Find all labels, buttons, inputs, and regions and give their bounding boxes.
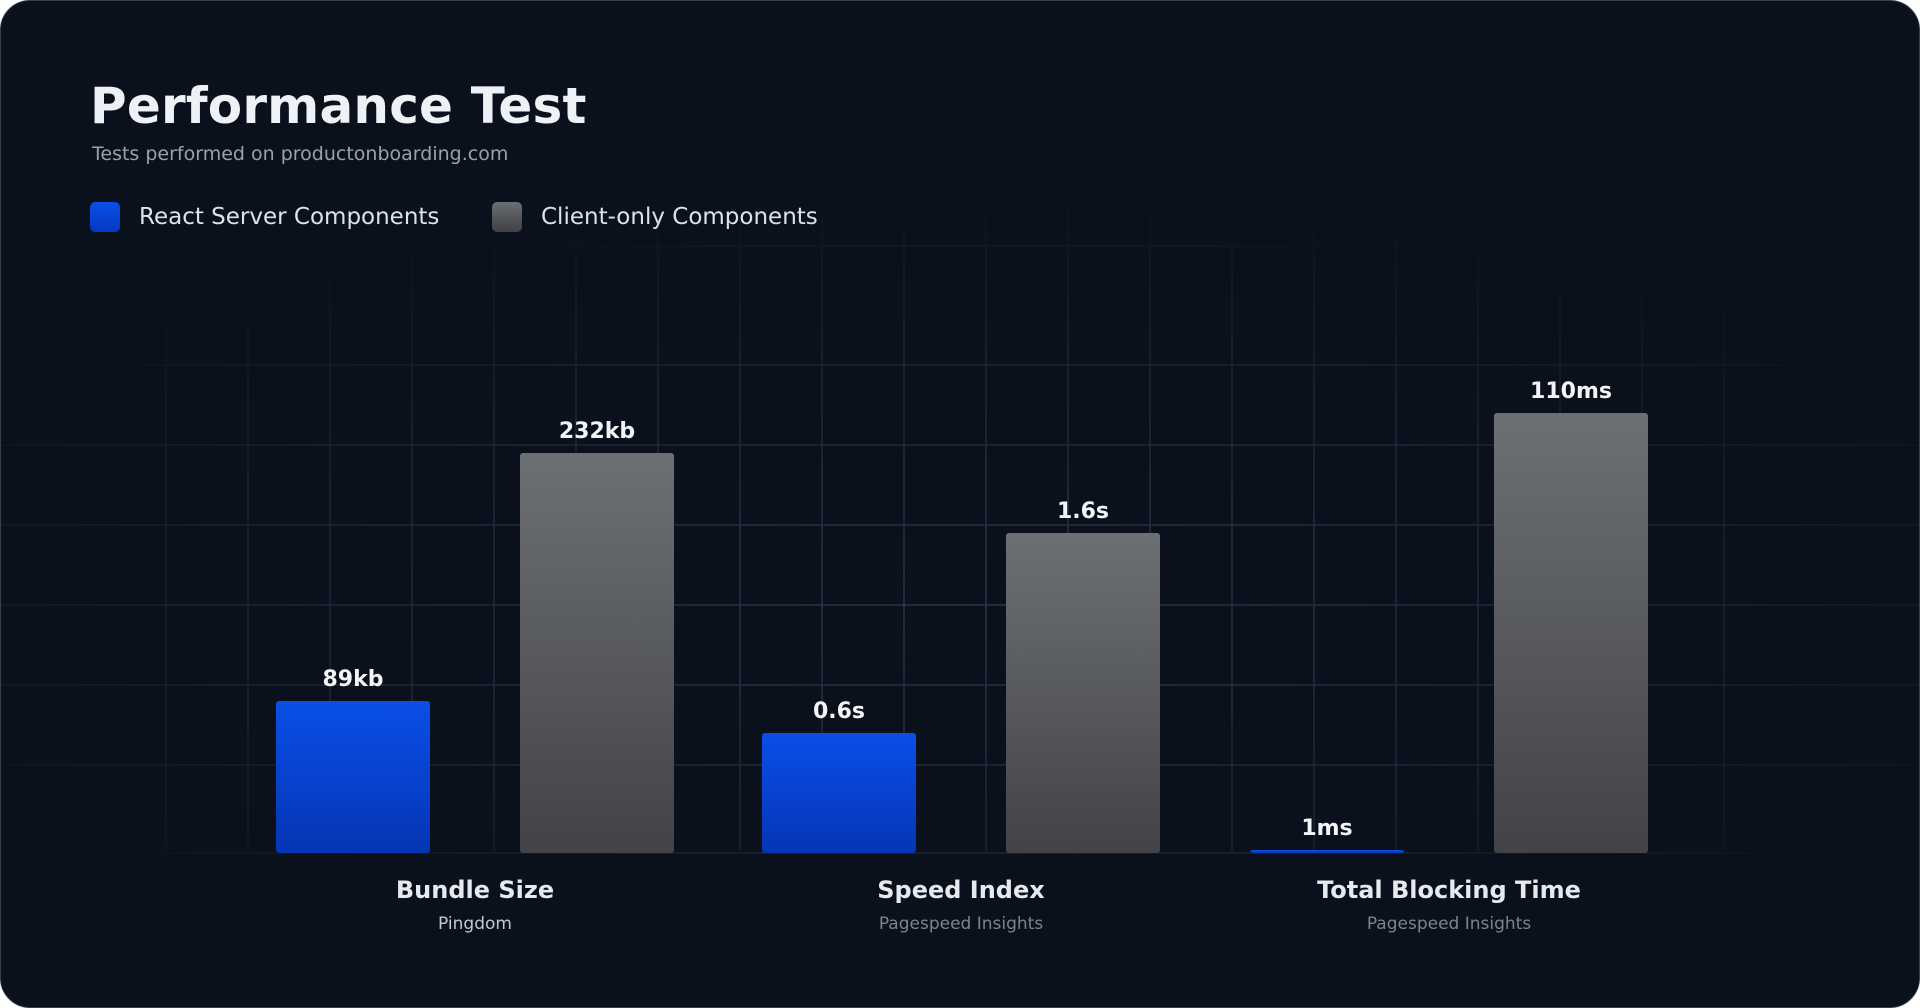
data-label: 1ms	[1301, 816, 1352, 841]
legend-label: Client-only Components	[541, 204, 818, 230]
legend-item-react-server: React Server Components	[90, 201, 439, 233]
data-label: 1.6s	[1057, 499, 1109, 524]
chart-bars	[276, 413, 1648, 853]
bar-client-only	[1006, 533, 1160, 853]
bar-react-server	[762, 733, 916, 853]
data-label: 89kb	[323, 667, 384, 692]
chart-subtitle: Tests performed on productonboarding.com	[92, 143, 509, 165]
legend-swatch-blue	[90, 202, 120, 232]
chart-labels: 89kb 232kb Bundle Size Pingdom 0.6s 1.6s Speed…	[323, 379, 1612, 934]
bar-react-server	[276, 701, 430, 853]
bar-react-server	[1250, 850, 1404, 853]
legend-label: React Server Components	[139, 204, 440, 230]
category-source-label: Pingdom	[438, 914, 512, 934]
category-source-label: Pagespeed Insights	[1367, 914, 1532, 934]
bar-client-only	[1494, 413, 1648, 853]
chart-title: Performance Test	[90, 77, 587, 135]
category-label: Total Blocking Time	[1317, 876, 1581, 904]
bar-client-only	[520, 453, 674, 853]
data-label: 232kb	[559, 419, 635, 444]
category-source-label: Pagespeed Insights	[879, 914, 1044, 934]
data-label: 110ms	[1530, 379, 1612, 404]
legend-swatch-gray	[492, 202, 522, 232]
legend-item-client-only: Client-only Components	[492, 201, 818, 233]
data-label: 0.6s	[813, 699, 865, 724]
chart-grid	[1, 181, 1919, 854]
category-label: Speed Index	[877, 876, 1045, 904]
category-label: Bundle Size	[396, 876, 554, 904]
